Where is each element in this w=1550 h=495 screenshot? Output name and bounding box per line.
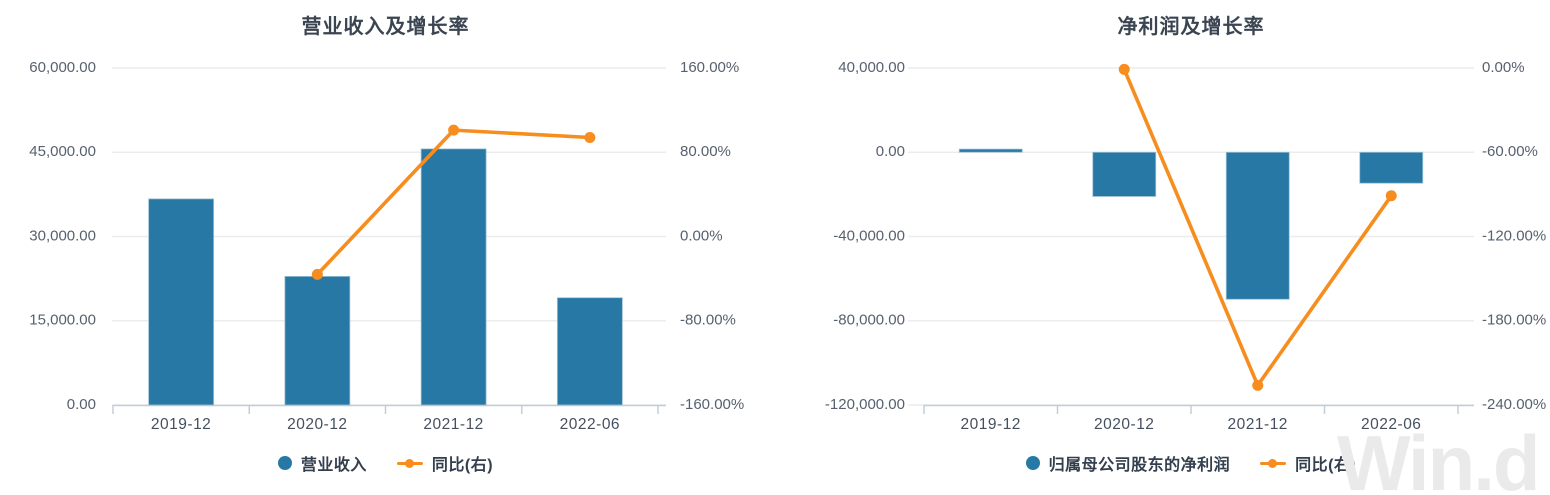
legend-item-label: 归属母公司股东的净利润 — [1048, 457, 1231, 474]
profit-series-swatch-icon — [1025, 456, 1040, 470]
revenue-chart-legend: 营业收入 同比(右) — [113, 451, 658, 475]
y-axis-right-label: 80.00% — [680, 143, 731, 160]
y-axis-left-label: 30,000.00 — [29, 227, 96, 244]
legend-item-label: 同比(右) — [431, 457, 494, 474]
y-axis-right-label: 0.00% — [680, 227, 723, 244]
bar[interactable] — [958, 148, 1023, 153]
y-axis-right-label: -120.00% — [1482, 227, 1546, 244]
y-axis-right-label: -60.00% — [1482, 143, 1538, 160]
y-axis-left-label: -120,000.00 — [825, 396, 905, 413]
y-axis-left-label: -80,000.00 — [833, 312, 905, 329]
legend-item-label: 同比(右) — [1295, 457, 1357, 474]
y-axis-right-label: -180.00% — [1482, 312, 1546, 329]
y-axis-left-label: -40,000.00 — [833, 227, 905, 244]
x-axis-label: 2021-12 — [1228, 416, 1288, 433]
legend-item-yoy-right-chart[interactable]: 同比(右) — [1260, 451, 1356, 475]
legend-item-label: 营业收入 — [300, 457, 367, 474]
x-axis-label: 2022-06 — [1361, 416, 1421, 433]
bar[interactable] — [1225, 151, 1290, 300]
bar[interactable] — [1092, 151, 1157, 197]
y-axis-left-label: 40,000.00 — [838, 59, 905, 76]
y-axis-left-label: 15,000.00 — [29, 312, 96, 329]
y-axis-left-label: 60,000.00 — [29, 59, 96, 76]
y-axis-right-label: -240.00% — [1482, 396, 1546, 413]
yoy-series-swatch-icon — [1260, 456, 1287, 470]
trend-point[interactable] — [1252, 379, 1264, 391]
legend-item-net-profit[interactable]: 归属母公司股东的净利润 — [1025, 451, 1231, 475]
y-axis-right-label: -80.00% — [680, 312, 736, 329]
trend-point[interactable] — [584, 132, 596, 144]
bar[interactable] — [556, 297, 623, 406]
profit-chart-title: 净利润及增长率 — [1117, 16, 1265, 38]
x-axis-label: 2022-06 — [560, 416, 620, 433]
trend-point[interactable] — [1385, 190, 1397, 202]
y-axis-left-label: 0.00 — [67, 396, 96, 413]
x-axis-label: 2020-12 — [287, 416, 347, 433]
bar[interactable] — [1359, 151, 1424, 184]
yoy-series-swatch-icon — [396, 456, 423, 470]
y-axis-left-label: 0.00 — [876, 143, 905, 160]
x-axis-label: 2021-12 — [423, 416, 483, 433]
y-axis-right-label: -160.00% — [680, 396, 744, 413]
bar[interactable] — [284, 275, 351, 406]
profit-chart-legend: 归属母公司股东的净利润 同比(右) — [924, 451, 1458, 475]
revenue-chart-title: 营业收入及增长率 — [301, 16, 470, 38]
x-axis-label: 2019-12 — [151, 416, 211, 433]
bar[interactable] — [420, 148, 487, 406]
trend-point[interactable] — [1118, 63, 1130, 75]
y-axis-left-label: 45,000.00 — [29, 143, 96, 160]
legend-item-yoy-left-chart[interactable]: 同比(右) — [396, 451, 494, 475]
revenue-series-swatch-icon — [277, 456, 292, 470]
x-axis-label: 2020-12 — [1094, 416, 1154, 433]
x-axis-label: 2019-12 — [961, 416, 1021, 433]
legend-item-revenue[interactable]: 营业收入 — [277, 451, 367, 475]
trend-point[interactable] — [448, 124, 460, 136]
charts-canvas: 60,000.00 160.00% 45,000.00 80.00% 30,000.00… — [29, 59, 1546, 433]
bar[interactable] — [148, 198, 215, 406]
trend-point[interactable] — [311, 268, 323, 280]
y-axis-right-label: 160.00% — [680, 59, 739, 76]
wind-watermark: Win.d — [1337, 419, 1541, 495]
y-axis-right-label: 0.00% — [1482, 59, 1525, 76]
